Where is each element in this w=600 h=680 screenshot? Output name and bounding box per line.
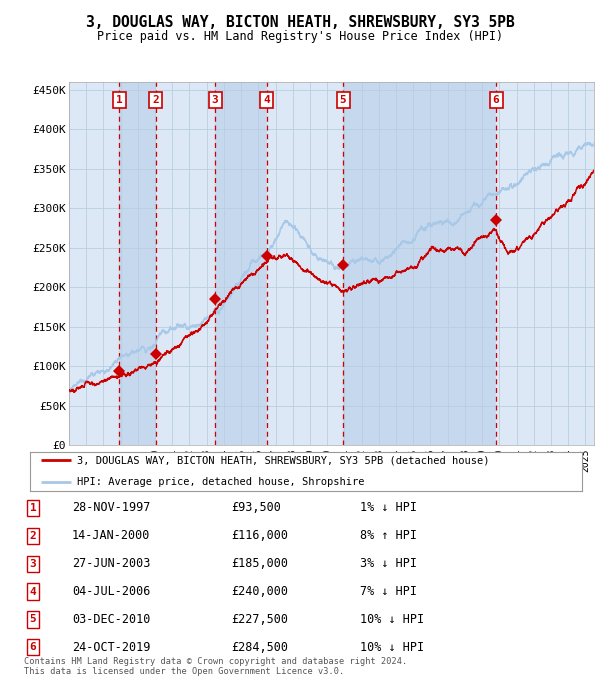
Text: This data is licensed under the Open Government Licence v3.0.: This data is licensed under the Open Gov… <box>24 667 344 676</box>
Text: 6: 6 <box>29 643 37 652</box>
Text: 1: 1 <box>116 95 122 105</box>
Text: 28-NOV-1997: 28-NOV-1997 <box>72 501 151 515</box>
Text: 2: 2 <box>152 95 159 105</box>
Bar <box>215 82 267 445</box>
Text: 5: 5 <box>340 95 346 105</box>
Text: HPI: Average price, detached house, Shropshire: HPI: Average price, detached house, Shro… <box>77 477 364 488</box>
Bar <box>156 82 215 445</box>
Bar <box>267 82 343 445</box>
Text: 3: 3 <box>212 95 218 105</box>
Text: 2: 2 <box>29 531 37 541</box>
Text: 03-DEC-2010: 03-DEC-2010 <box>72 613 151 626</box>
Bar <box>343 82 496 445</box>
Text: 6: 6 <box>493 95 499 105</box>
Text: 7% ↓ HPI: 7% ↓ HPI <box>360 585 417 598</box>
Text: 4: 4 <box>29 587 37 596</box>
Text: £227,500: £227,500 <box>231 613 288 626</box>
Text: 5: 5 <box>29 615 37 624</box>
Text: £240,000: £240,000 <box>231 585 288 598</box>
Bar <box>496 82 594 445</box>
Text: 3: 3 <box>29 559 37 568</box>
Text: 4: 4 <box>263 95 271 105</box>
Text: 3% ↓ HPI: 3% ↓ HPI <box>360 557 417 571</box>
Text: £185,000: £185,000 <box>231 557 288 571</box>
Bar <box>119 82 156 445</box>
Text: £284,500: £284,500 <box>231 641 288 654</box>
Text: 1% ↓ HPI: 1% ↓ HPI <box>360 501 417 515</box>
Text: 10% ↓ HPI: 10% ↓ HPI <box>360 613 424 626</box>
Bar <box>69 82 119 445</box>
Text: 8% ↑ HPI: 8% ↑ HPI <box>360 529 417 543</box>
Text: £93,500: £93,500 <box>231 501 281 515</box>
Text: 14-JAN-2000: 14-JAN-2000 <box>72 529 151 543</box>
Text: 24-OCT-2019: 24-OCT-2019 <box>72 641 151 654</box>
Text: 3, DOUGLAS WAY, BICTON HEATH, SHREWSBURY, SY3 5PB: 3, DOUGLAS WAY, BICTON HEATH, SHREWSBURY… <box>86 15 514 30</box>
Text: 1: 1 <box>29 503 37 513</box>
Text: Price paid vs. HM Land Registry's House Price Index (HPI): Price paid vs. HM Land Registry's House … <box>97 30 503 43</box>
Text: 27-JUN-2003: 27-JUN-2003 <box>72 557 151 571</box>
Text: 10% ↓ HPI: 10% ↓ HPI <box>360 641 424 654</box>
Text: Contains HM Land Registry data © Crown copyright and database right 2024.: Contains HM Land Registry data © Crown c… <box>24 658 407 666</box>
Text: 3, DOUGLAS WAY, BICTON HEATH, SHREWSBURY, SY3 5PB (detached house): 3, DOUGLAS WAY, BICTON HEATH, SHREWSBURY… <box>77 455 490 465</box>
Text: £116,000: £116,000 <box>231 529 288 543</box>
Text: 04-JUL-2006: 04-JUL-2006 <box>72 585 151 598</box>
